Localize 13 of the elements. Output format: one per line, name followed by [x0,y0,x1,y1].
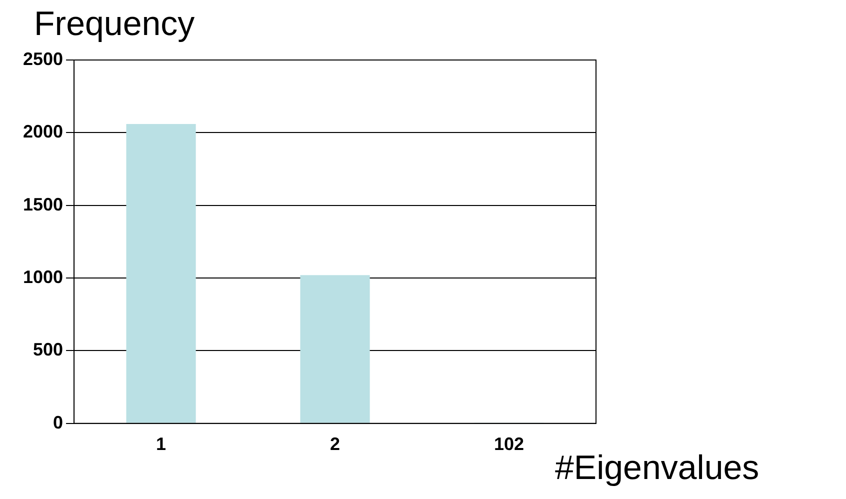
y-tick-label: 0 [53,412,64,432]
x-tick-label: 102 [494,434,524,454]
bar [300,275,370,423]
x-axis-title: #Eigenvalues [555,448,760,488]
y-tick-label: 1000 [22,267,64,288]
y-tick-label: 2000 [22,122,64,142]
y-tick-label: 1500 [22,194,64,214]
x-tick-label: 1 [156,434,166,454]
x-tick-label: 2 [330,434,340,454]
bar [126,124,196,423]
y-tick-label: 2500 [22,48,64,69]
y-axis-title: Frequency [34,4,195,44]
y-tick-label: 500 [32,340,64,360]
